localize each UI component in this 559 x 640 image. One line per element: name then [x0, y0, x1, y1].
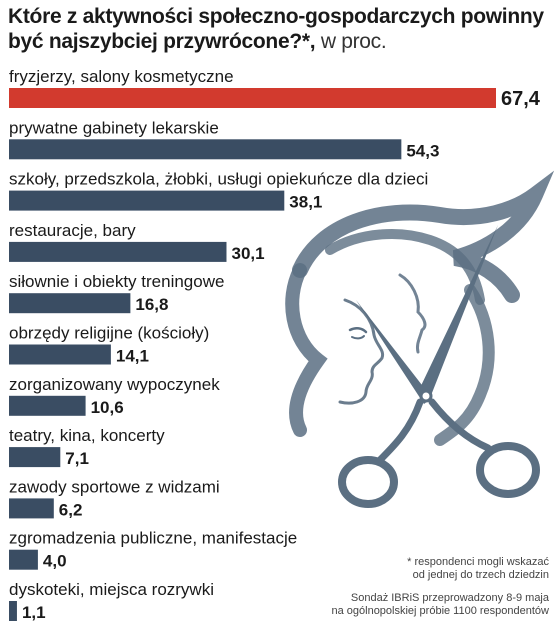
source-line-2: na ogólnopolskiej próbie 1100 respondent… [331, 605, 549, 617]
value-label: 30,1 [231, 244, 264, 263]
value-label: 54,3 [406, 141, 439, 160]
source-note: Sondaż IBRiS przeprowadzony 8-9 maja na … [331, 592, 549, 618]
bar [9, 498, 54, 519]
source-line-1: Sondaż IBRiS przeprowadzony 8-9 maja [350, 592, 549, 604]
category-label: dyskoteki, miejsca rozrywki [9, 580, 214, 599]
value-label: 14,1 [116, 347, 149, 366]
category-label: fryzjerzy, salony kosmetyczne [9, 67, 234, 86]
bar [9, 344, 111, 365]
bar [9, 549, 38, 570]
bar [9, 88, 496, 108]
category-label: siłownie i obiekty treningowe [9, 272, 224, 291]
chart-title: Które z aktywności społeczno-gospodarczy… [8, 4, 553, 54]
category-label: zawody sportowe z widzami [9, 477, 220, 496]
scissors-icon [338, 225, 540, 508]
bar [9, 447, 61, 468]
value-label: 7,1 [65, 449, 89, 468]
value-label: 1,1 [22, 603, 46, 622]
value-label: 10,6 [91, 398, 124, 417]
chart-title-unit: w proc. [315, 30, 387, 53]
value-label: 6,2 [59, 500, 83, 519]
category-label: prywatne gabinety lekarskie [9, 118, 219, 137]
bar [9, 601, 17, 621]
category-label: obrzędy religijne (kościoły) [9, 324, 209, 343]
chart-title-main: Które z aktywności społeczno-gospodarczy… [8, 5, 544, 53]
bar [9, 139, 402, 160]
value-label: 38,1 [289, 193, 322, 212]
bar [9, 293, 131, 314]
category-label: restauracje, bary [9, 221, 136, 240]
bar [9, 241, 227, 262]
value-label: 16,8 [135, 295, 168, 314]
value-label: 4,0 [43, 552, 67, 571]
footnote-line-1: * respondenci mogli wskazać [407, 556, 549, 568]
footnote-line-2: od jednej do trzech dziedzin [412, 569, 549, 581]
category-label: zorganizowany wypoczynek [9, 375, 220, 394]
footnote: * respondenci mogli wskazać od jednej do… [407, 556, 549, 582]
category-label: szkoły, przedszkola, żłobki, usługi opie… [9, 170, 428, 189]
bar [9, 190, 285, 211]
category-label: zgromadzenia publiczne, manifestacje [9, 529, 297, 548]
value-label: 67,4 [501, 88, 541, 110]
bar [9, 395, 86, 416]
category-label: teatry, kina, koncerty [9, 426, 165, 445]
